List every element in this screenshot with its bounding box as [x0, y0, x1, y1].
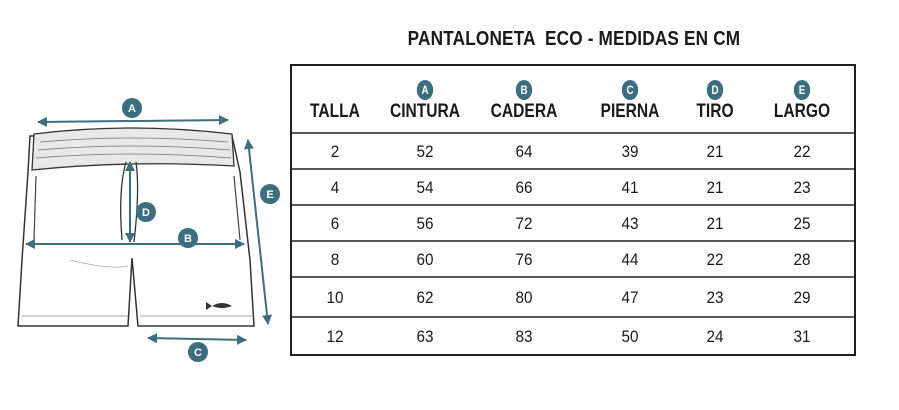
- cell-talla: 12: [326, 327, 344, 346]
- cell-talla: 10: [326, 288, 344, 307]
- cell-cintura: 52: [416, 142, 434, 161]
- cell-pierna: 50: [621, 327, 639, 346]
- row-divider: [292, 132, 854, 134]
- cell-talla: 4: [330, 178, 340, 197]
- header-cintura: A CINTURA: [388, 66, 462, 132]
- header-label: TALLA: [310, 101, 360, 122]
- header-label: TIRO: [696, 101, 734, 122]
- row-divider: [292, 204, 854, 206]
- cell-cintura: 63: [416, 327, 434, 346]
- header-cadera: B CADERA: [490, 66, 559, 132]
- row-divider: [292, 240, 854, 242]
- cell-cintura: 60: [416, 250, 434, 269]
- row-divider: [292, 168, 854, 170]
- header-label: CINTURA: [389, 101, 461, 122]
- header-label: LARGO: [773, 101, 831, 122]
- label-b: B: [184, 233, 192, 245]
- size-table: TALLA A CINTURA B CADERA C PIERNA D TIRO…: [290, 64, 856, 356]
- cell-largo: 25: [793, 214, 811, 233]
- label-a: A: [128, 103, 136, 115]
- cell-cadera: 76: [515, 250, 533, 269]
- cell-largo: 22: [793, 142, 811, 161]
- cell-pierna: 39: [621, 142, 639, 161]
- header-pierna: C PIERNA: [596, 66, 665, 132]
- cell-largo: 28: [793, 250, 811, 269]
- cell-cintura: 56: [416, 214, 434, 233]
- cell-tiro: 24: [706, 327, 724, 346]
- badge-a: A: [416, 80, 434, 100]
- row-divider: [292, 276, 854, 278]
- row-divider: [292, 316, 854, 318]
- header-largo: E LARGO: [772, 66, 831, 132]
- cell-cadera: 66: [515, 178, 533, 197]
- shorts-diagram: A B D E C: [0, 80, 290, 380]
- cell-largo: 23: [793, 178, 811, 197]
- cell-tiro: 22: [706, 250, 724, 269]
- cell-largo: 29: [793, 288, 811, 307]
- cell-talla: 6: [330, 214, 340, 233]
- cell-cintura: 62: [416, 288, 434, 307]
- cell-cadera: 72: [515, 214, 533, 233]
- badge-b: B: [515, 80, 533, 100]
- shorts-illustration: A B D E C: [17, 98, 280, 362]
- badge-e: E: [793, 80, 811, 100]
- label-d: D: [142, 207, 150, 219]
- cell-pierna: 44: [621, 250, 639, 269]
- cell-tiro: 21: [706, 214, 724, 233]
- cell-tiro: 23: [706, 288, 724, 307]
- cell-pierna: 43: [621, 214, 639, 233]
- cell-tiro: 21: [706, 142, 724, 161]
- cell-pierna: 47: [621, 288, 639, 307]
- cell-cadera: 83: [515, 327, 533, 346]
- label-e: E: [266, 189, 273, 201]
- header-label: CADERA: [490, 101, 558, 122]
- header-tiro: D TIRO: [693, 66, 737, 132]
- header-talla: TALLA: [306, 66, 363, 132]
- cell-tiro: 21: [706, 178, 724, 197]
- cell-pierna: 41: [621, 178, 639, 197]
- badge-c: C: [621, 80, 639, 100]
- page-title: PANTALONETA ECO - MEDIDAS EN CM: [407, 28, 741, 50]
- cell-cintura: 54: [416, 178, 434, 197]
- cell-cadera: 80: [515, 288, 533, 307]
- cell-talla: 2: [330, 142, 340, 161]
- cell-cadera: 64: [515, 142, 533, 161]
- cell-talla: 8: [330, 250, 340, 269]
- cell-largo: 31: [793, 327, 811, 346]
- badge-d: D: [706, 80, 724, 100]
- label-c: C: [194, 347, 202, 359]
- header-label: PIERNA: [600, 101, 660, 122]
